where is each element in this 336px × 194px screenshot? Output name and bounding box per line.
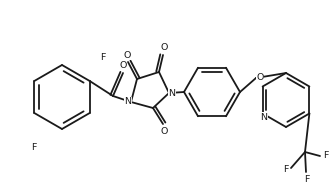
Text: F: F (283, 165, 289, 173)
Text: F: F (323, 151, 329, 159)
Text: F: F (100, 53, 106, 61)
Text: N: N (260, 113, 267, 121)
Text: N: N (125, 98, 131, 107)
Text: O: O (160, 43, 168, 53)
Text: O: O (119, 61, 127, 70)
Text: N: N (168, 88, 175, 98)
Text: F: F (31, 144, 37, 152)
Text: F: F (304, 174, 310, 184)
Text: O: O (256, 73, 264, 81)
Text: O: O (123, 50, 131, 60)
Text: O: O (160, 126, 168, 135)
